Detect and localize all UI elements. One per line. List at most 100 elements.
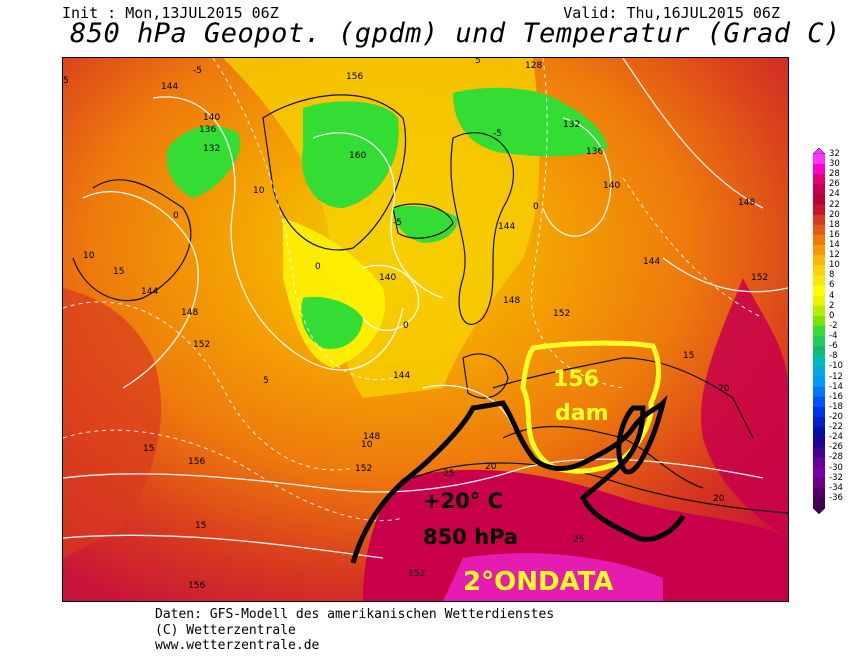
legend-swatch [813, 295, 825, 307]
legend-label: -4 [829, 331, 838, 342]
cold-pocket-labrador [166, 125, 241, 198]
legend-label: -26 [829, 442, 843, 453]
weather-map: 128 132 132 136 136 140 140 140 144 144 … [62, 57, 789, 602]
hot-area-east [701, 278, 788, 538]
anno-plus20: +20° C [423, 489, 503, 513]
geo-label: 160 [349, 151, 366, 161]
footer-copyright: (C) Wetterzentrale [155, 622, 296, 638]
legend-swatch [813, 437, 825, 448]
legend-swatch [813, 204, 825, 216]
color-legend: 32 30 28 26 24 22 20 18 16 14 12 10 8 6 4 2 0 -2 -4 -6 -8 -10… [812, 148, 850, 514]
legend-label: -10 [829, 361, 843, 372]
temp-label: 15 [683, 351, 694, 361]
temp-label: 5 [263, 376, 269, 386]
legend-swatch [813, 386, 825, 398]
anno-dam: dam [555, 401, 609, 426]
legend-label: -30 [829, 462, 843, 473]
legend-label: 24 [829, 189, 840, 200]
valid-time: Valid: Thu,16JUL2015 06Z [563, 4, 780, 22]
legend-swatch [813, 427, 825, 438]
legend-label: -2 [829, 320, 838, 331]
legend-swatch [813, 336, 825, 347]
legend-label: 32 [829, 149, 840, 159]
warm-area-west [63, 288, 162, 558]
temp-label: -5 [493, 129, 502, 139]
legend-swatch [813, 477, 825, 489]
geo-label: 136 [586, 147, 603, 157]
legend-label: -32 [829, 472, 843, 483]
geo-label: 152 [408, 569, 425, 579]
geo-label: 132 [203, 144, 220, 154]
geo-label: 132 [563, 120, 580, 130]
geo-label: 140 [379, 273, 396, 283]
temp-label: 0 [173, 211, 179, 221]
legend-swatch [813, 224, 825, 236]
legend-label: -20 [829, 411, 843, 422]
geopotential-label-group: 128 132 132 136 136 140 140 140 144 144 … [141, 61, 768, 591]
legend-swatch [813, 275, 825, 286]
legend-swatch [813, 234, 825, 246]
temp-label: -5 [193, 66, 202, 76]
geo-label: 144 [141, 287, 158, 297]
legend-label: -16 [829, 391, 843, 402]
isotherm-lines [63, 58, 764, 522]
geo-label: 144 [161, 82, 178, 92]
legend-swatch [813, 164, 825, 175]
temp-label: 10 [361, 440, 373, 450]
legend-label: -34 [829, 482, 843, 493]
legend-swatch [813, 406, 825, 418]
temp-label: 0 [315, 262, 321, 272]
legend-arrow-top [812, 148, 826, 155]
temp-label: 20 [718, 384, 730, 394]
anno-850hpa: 850 hPa [423, 525, 518, 549]
footer-website: www.wetterzentrale.de [155, 638, 320, 653]
temp-label: 0 [403, 321, 409, 331]
legend-swatch [813, 325, 825, 337]
legend-label: 14 [829, 240, 840, 251]
temp-label: 15 [113, 267, 124, 277]
very-hot-area [443, 553, 663, 601]
legend-swatch [813, 265, 825, 276]
legend-label: 8 [829, 270, 835, 281]
legend-swatch [813, 497, 825, 509]
legend-swatch [813, 346, 825, 357]
legend-label: -28 [829, 452, 843, 463]
geo-label: 148 [503, 296, 520, 306]
geo-label: 144 [498, 222, 515, 232]
legend-label: 0 [829, 310, 835, 321]
temp-label: -5 [393, 218, 402, 228]
legend-arrow-bottom [812, 507, 826, 514]
legend-swatch [813, 356, 825, 367]
legend-label: -14 [829, 381, 843, 392]
init-time: Init : Mon,13JUL2015 06Z [62, 4, 279, 22]
temp-label: 15 [143, 444, 154, 454]
legend-swatch [813, 245, 825, 256]
temp-label: 20 [713, 494, 725, 504]
contour-156-dam [520, 340, 662, 474]
geo-label: 152 [751, 273, 768, 283]
geo-label: 148 [181, 308, 198, 318]
temp-label: 15 [195, 521, 206, 531]
legend-label: 28 [829, 169, 840, 180]
geo-label: 140 [603, 181, 620, 191]
footer: Daten: GFS-Modell des amerikanischen Wet… [155, 607, 554, 654]
geo-label: 152 [355, 464, 372, 474]
legend-swatch [813, 416, 825, 428]
legend-label: -22 [829, 422, 843, 433]
temp-label: 10 [83, 251, 95, 261]
legend-swatch [813, 194, 825, 206]
legend-label: 20 [829, 209, 840, 220]
legend-swatch [813, 255, 825, 266]
temp-label: 0 [533, 202, 539, 212]
temperature-label-group: -5 -5 -5 0 0 0 0 5 5 5 10 10 10 15 15 15… [63, 58, 730, 545]
legend-label: 10 [829, 260, 840, 271]
legend-swatch [813, 285, 825, 297]
legend-label: -8 [829, 351, 838, 362]
anno-156: 156 [553, 367, 599, 392]
geo-label: 156 [188, 581, 205, 591]
cold-pocket-atlantic [301, 296, 363, 349]
geo-label: 152 [193, 340, 210, 350]
temp-label: 10 [253, 186, 265, 196]
temp-label: 25 [443, 469, 454, 479]
cold-pocket-norway [453, 87, 608, 157]
